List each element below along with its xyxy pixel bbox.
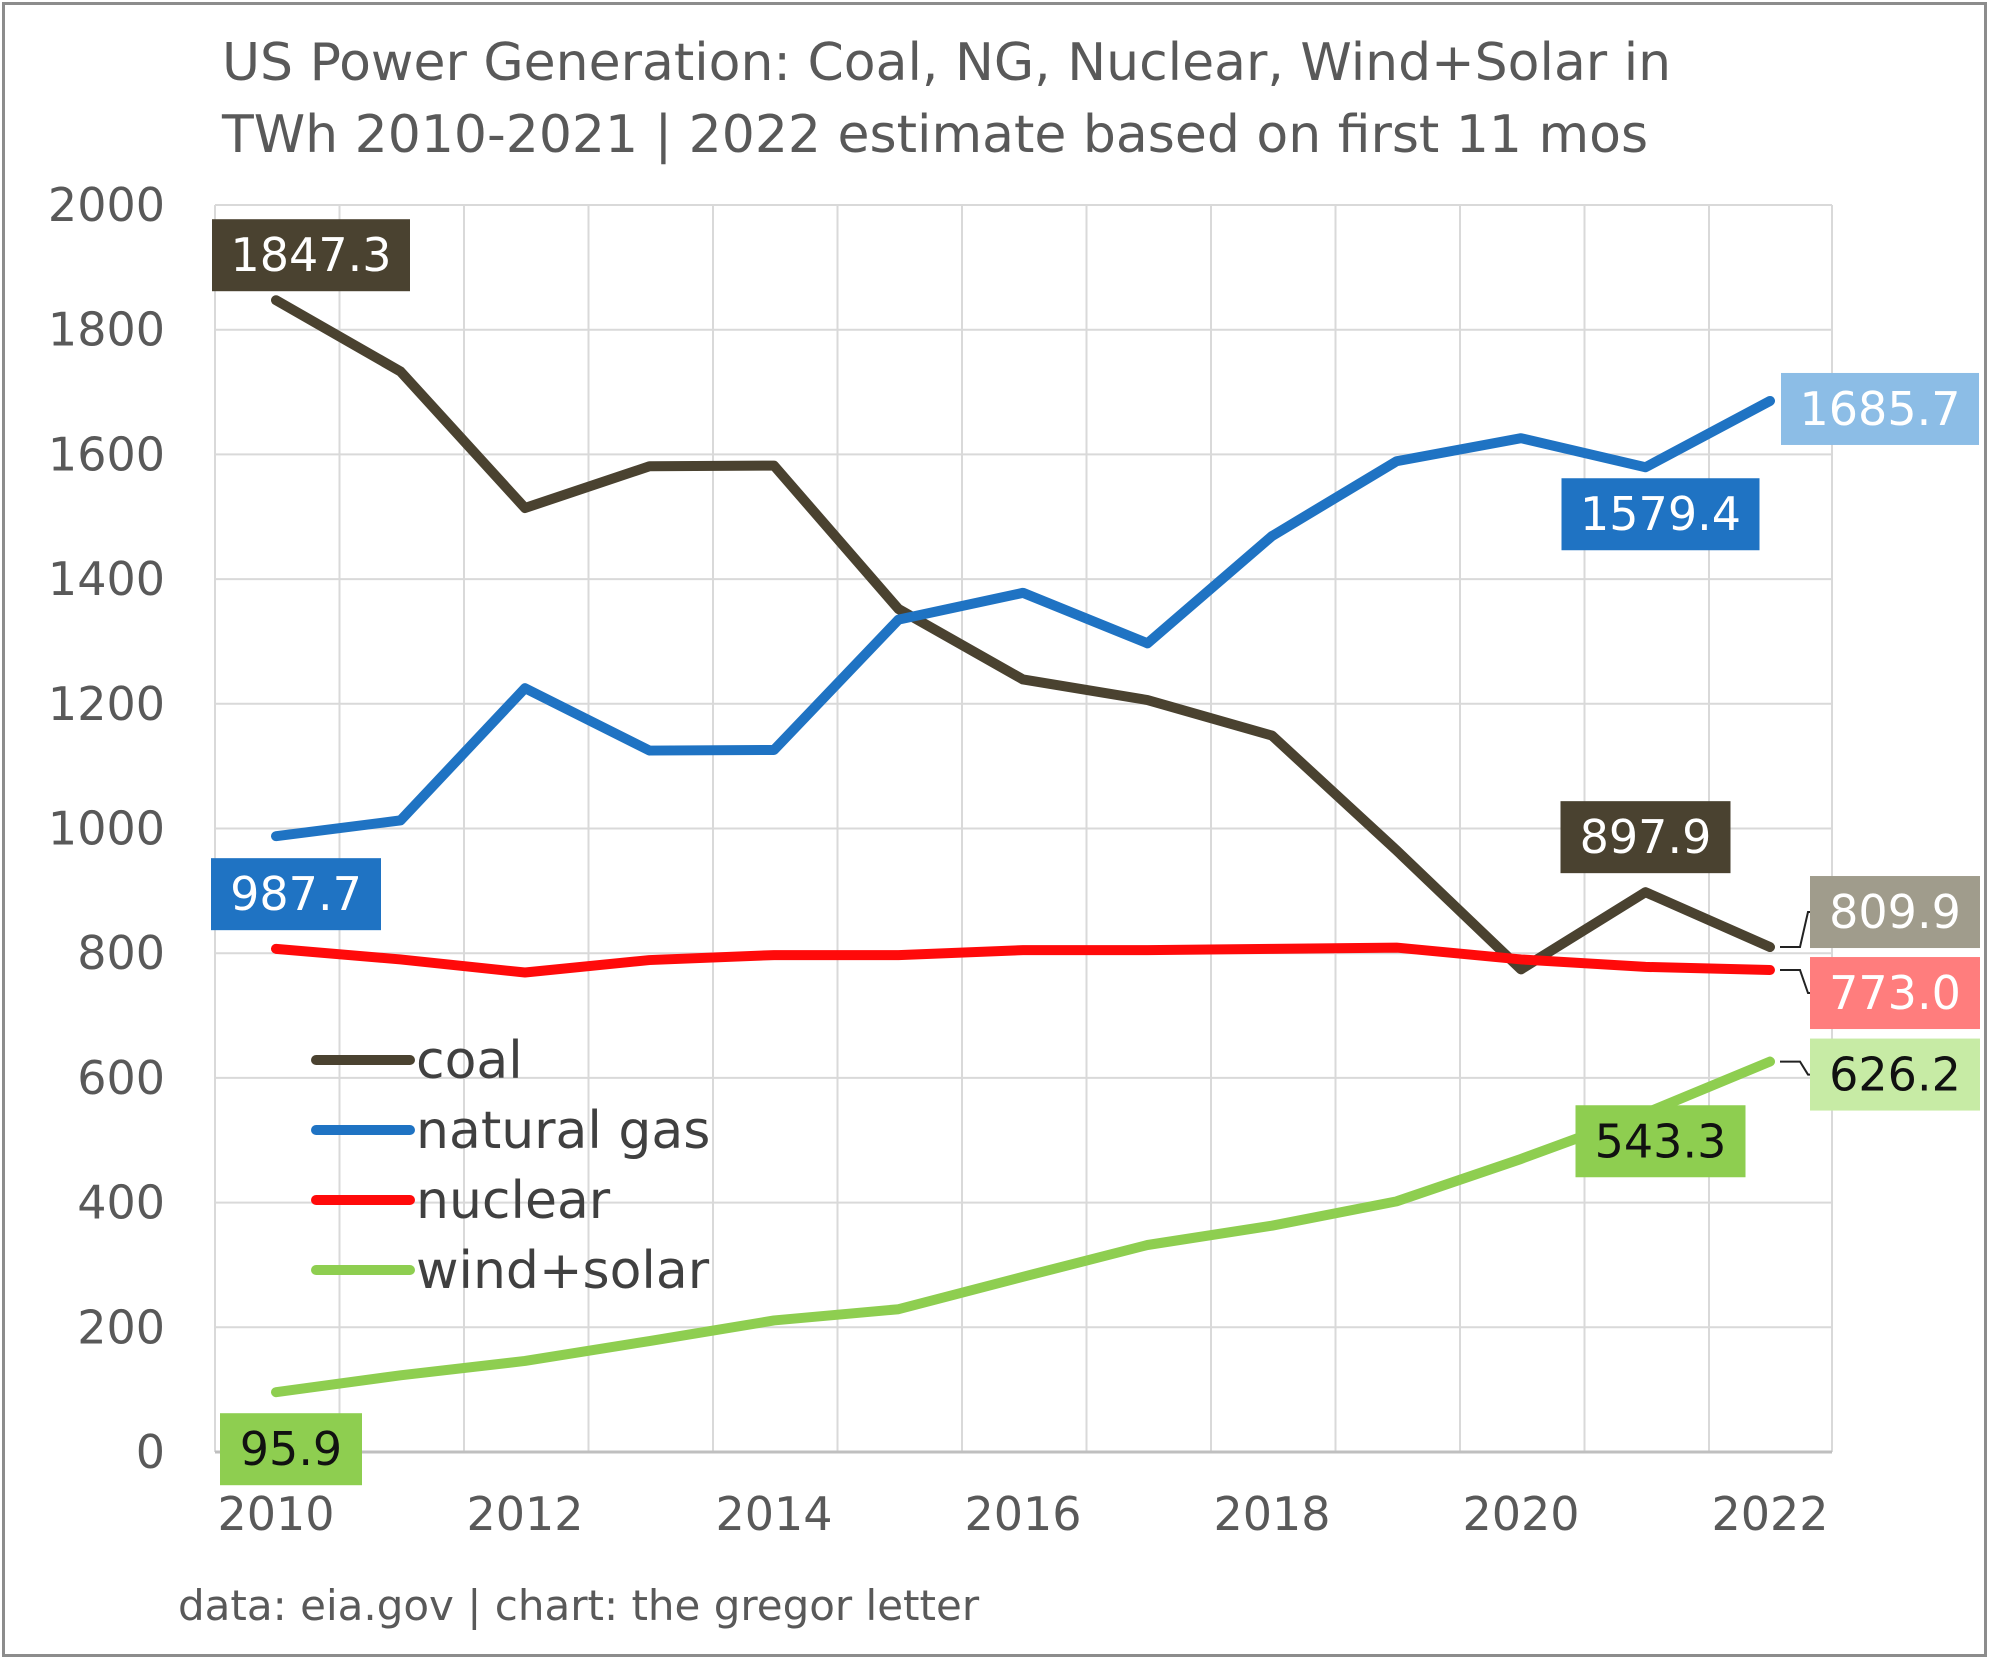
series-lines xyxy=(271,295,1775,1398)
y-tick-label: 1800 xyxy=(48,303,165,357)
y-tick-label: 600 xyxy=(77,1051,165,1105)
data-label-box xyxy=(1560,801,1731,874)
series-line-coal xyxy=(271,295,1775,975)
series-line-nuclear xyxy=(271,942,1775,978)
data-label-wind-solar-2021: 543.3 xyxy=(1575,1105,1746,1178)
data-label-box xyxy=(1810,1038,1980,1111)
legend-item-nuclear: nuclear xyxy=(311,1171,611,1231)
x-tick-label: 2010 xyxy=(217,1487,334,1541)
x-tick-label: 2014 xyxy=(715,1487,832,1541)
y-tick-label: 1400 xyxy=(48,552,165,606)
chart-title-line-2: TWh 2010-2021 | 2022 estimate based on f… xyxy=(221,105,1648,165)
legend-label: nuclear xyxy=(416,1171,611,1231)
data-label-box xyxy=(1575,1105,1746,1178)
data-label-box xyxy=(211,858,381,931)
data-label-nuclear-2022: 773.0 xyxy=(1780,957,1980,1030)
y-tick-label: 800 xyxy=(77,926,165,980)
series-line-natural-gas xyxy=(271,395,1775,842)
series-line-wind-solar xyxy=(271,1056,1775,1398)
data-label-text: 95.9 xyxy=(240,1422,342,1476)
x-tick-label: 2016 xyxy=(964,1487,1081,1541)
y-tick-label: 1600 xyxy=(48,427,165,481)
data-label-box xyxy=(220,1413,362,1486)
data-label-text: 626.2 xyxy=(1829,1048,1961,1102)
data-label-text: 1847.3 xyxy=(231,228,392,282)
y-tick-label: 2000 xyxy=(48,178,165,232)
x-tick-label: 2012 xyxy=(466,1487,583,1541)
data-label-natural-gas-2010: 987.7 xyxy=(211,858,381,931)
y-tick-label: 1000 xyxy=(48,802,165,856)
chart-title-line-1: US Power Generation: Coal, NG, Nuclear, … xyxy=(222,33,1671,93)
data-label-wind-solar-2010: 95.9 xyxy=(220,1413,362,1486)
data-label-natural-gas-2021: 1579.4 xyxy=(1561,478,1760,551)
data-label-text: 773.0 xyxy=(1829,966,1961,1020)
data-label-text: 543.3 xyxy=(1595,1114,1727,1168)
data-label-box xyxy=(1810,957,1980,1030)
data-label-box xyxy=(1810,876,1980,949)
data-label-text: 897.9 xyxy=(1580,810,1712,864)
legend-item-natural-gas: natural gas xyxy=(311,1101,710,1161)
x-tick-label: 2020 xyxy=(1462,1487,1579,1541)
y-tick-label: 1200 xyxy=(48,677,165,731)
data-label-text: 1685.7 xyxy=(1800,382,1961,436)
legend-item-coal: coal xyxy=(311,1031,523,1091)
source-note: data: eia.gov | chart: the gregor letter xyxy=(178,1581,980,1630)
y-tick-label: 0 xyxy=(136,1425,165,1479)
legend-item-wind-solar: wind+solar xyxy=(311,1241,710,1301)
legend-label: natural gas xyxy=(416,1101,710,1161)
x-tick-label: 2018 xyxy=(1213,1487,1330,1541)
data-label-coal-2010: 1847.3 xyxy=(212,219,410,292)
y-tick-label: 200 xyxy=(77,1300,165,1354)
legend: coal natural gas nuclear wind+solar xyxy=(311,1031,710,1301)
data-label-text: 987.7 xyxy=(230,867,362,921)
data-label-natural-gas-2022: 1685.7 xyxy=(1781,372,1979,445)
label-leader-line xyxy=(1780,969,1810,995)
data-label-text: 809.9 xyxy=(1829,885,1961,939)
chart-title: US Power Generation: Coal, NG, Nuclear, … xyxy=(221,33,1671,165)
legend-label: coal xyxy=(416,1031,523,1091)
legend-label: wind+solar xyxy=(416,1241,710,1301)
label-leader-line xyxy=(1780,911,1810,949)
data-label-box xyxy=(1561,478,1760,551)
label-leader-line xyxy=(1780,1060,1810,1076)
data-label-text: 1579.4 xyxy=(1580,487,1741,541)
data-label-coal-2022: 809.9 xyxy=(1780,876,1980,949)
axes: 0 200 400 600 800 1000 1200 1400 1600 1800 2000 201… xyxy=(48,178,1832,1541)
y-tick-label: 400 xyxy=(77,1176,165,1230)
data-label-box xyxy=(1781,372,1979,445)
data-labels: 1847.3 897.9 809.9 987.7 1579.4 1685.7 773.0 95… xyxy=(211,219,1980,1486)
x-tick-label: 2022 xyxy=(1711,1487,1828,1541)
data-label-coal-2021: 897.9 xyxy=(1560,801,1731,874)
data-label-wind-solar-2022: 626.2 xyxy=(1780,1038,1980,1111)
data-label-box xyxy=(212,219,410,292)
